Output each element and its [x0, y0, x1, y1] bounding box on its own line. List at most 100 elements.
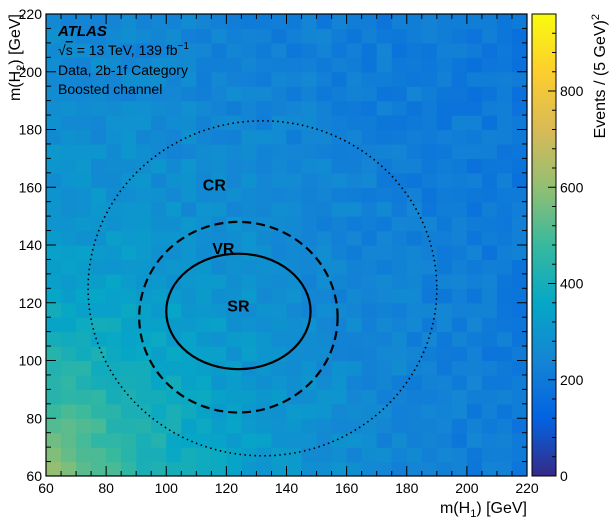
heatmap-bin	[211, 432, 227, 448]
heatmap-bin	[256, 418, 273, 434]
heatmap-bin	[196, 461, 212, 476]
heatmap-bin	[46, 14, 62, 30]
colorbar-tick-label: 600	[560, 179, 584, 195]
heatmap-bin	[136, 259, 152, 275]
heatmap-bin	[226, 432, 243, 448]
heatmap-bin	[466, 432, 483, 448]
heatmap-bin	[331, 302, 348, 318]
heatmap-bin	[331, 172, 348, 188]
heatmap-bin	[421, 172, 438, 188]
heatmap-bin	[496, 273, 513, 289]
heatmap-bin	[376, 14, 393, 30]
heatmap-bin	[511, 28, 527, 44]
heatmap-bin	[181, 418, 197, 434]
heatmap-bin	[151, 302, 167, 318]
heatmap-bin	[346, 42, 363, 58]
heatmap-bin	[61, 115, 77, 131]
heatmap-bin	[151, 259, 167, 275]
heatmap-bin	[451, 28, 468, 44]
heatmap-bin	[361, 403, 378, 419]
heatmap-bin	[346, 100, 363, 116]
heatmap-bin	[136, 389, 152, 405]
heatmap-bin	[376, 360, 393, 376]
heatmap-bin	[391, 302, 408, 318]
heatmap-bin	[451, 115, 468, 131]
heatmap-bin	[406, 273, 423, 289]
heatmap-bin	[286, 42, 303, 58]
heatmap-bin	[91, 28, 107, 44]
heatmap-bin	[196, 86, 212, 102]
heatmap-bin	[121, 346, 137, 362]
x-tick-label: 220	[515, 480, 539, 496]
heatmap-bin	[121, 216, 137, 232]
heatmap-bin	[376, 273, 393, 289]
heatmap-bin	[181, 403, 197, 419]
heatmap-bin	[106, 158, 122, 174]
heatmap-bin	[451, 143, 468, 159]
heatmap-bin	[331, 57, 348, 73]
heatmap-bin	[376, 158, 393, 174]
heatmap-bin	[511, 57, 527, 73]
heatmap-bin	[436, 418, 453, 434]
heatmap-bin	[391, 71, 408, 87]
heatmap-bin	[61, 28, 77, 44]
heatmap-bin	[196, 245, 212, 261]
heatmap-bin	[256, 331, 273, 347]
heatmap-bin	[151, 57, 167, 73]
heatmap-bin	[121, 432, 137, 448]
heatmap-bin	[211, 374, 227, 390]
heatmap-bin	[466, 447, 483, 463]
heatmap-bin	[316, 129, 333, 145]
heatmap-bin	[481, 143, 498, 159]
heatmap-bin	[376, 288, 393, 304]
heatmap-bin	[196, 129, 212, 145]
heatmap-bin	[151, 273, 167, 289]
heatmap-bin	[361, 331, 378, 347]
heatmap-bin	[271, 259, 288, 275]
heatmap-bin	[286, 28, 303, 44]
heatmap-bin	[46, 187, 62, 203]
heatmap-bin	[376, 302, 393, 318]
heatmap-bin	[166, 461, 182, 476]
heatmap-bin	[406, 216, 423, 232]
heatmap-bin	[286, 288, 303, 304]
heatmap-bin	[226, 100, 243, 116]
heatmap-bin	[241, 28, 258, 44]
heatmap-bin	[241, 273, 258, 289]
heatmap-bin	[166, 432, 182, 448]
heatmap-bin	[121, 374, 137, 390]
heatmap-bin	[226, 273, 243, 289]
heatmap-bin	[511, 273, 527, 289]
heatmap-bin	[376, 331, 393, 347]
heatmap-bin	[166, 403, 182, 419]
heatmap-bin	[286, 86, 303, 102]
heatmap-bin	[256, 115, 273, 131]
heatmap-bin	[166, 216, 182, 232]
heatmap-bin	[106, 42, 122, 58]
heatmap-bin	[481, 172, 498, 188]
heatmap-bin	[76, 288, 92, 304]
heatmap-bin	[196, 346, 212, 362]
heatmap-bin	[76, 447, 92, 463]
heatmap-bin	[406, 187, 423, 203]
heatmap-bin	[346, 14, 363, 30]
heatmap-bin	[106, 302, 122, 318]
heatmap-bin	[466, 172, 483, 188]
heatmap-bin	[166, 374, 182, 390]
heatmap-bin	[481, 86, 498, 102]
heatmap-bin	[511, 317, 527, 333]
heatmap-bin	[421, 346, 438, 362]
heatmap-bin	[211, 42, 227, 58]
heatmap-bin	[241, 317, 258, 333]
heatmap-bin	[316, 288, 333, 304]
heatmap-bin	[361, 302, 378, 318]
heatmap-bin	[76, 143, 92, 159]
region-contour-cr	[87, 120, 438, 457]
heatmap-bin	[271, 86, 288, 102]
heatmap-bin	[91, 447, 107, 463]
heatmap-bin	[436, 86, 453, 102]
heatmap-bin	[316, 389, 333, 405]
heatmap-bin	[46, 288, 62, 304]
heatmap-bin	[241, 346, 258, 362]
